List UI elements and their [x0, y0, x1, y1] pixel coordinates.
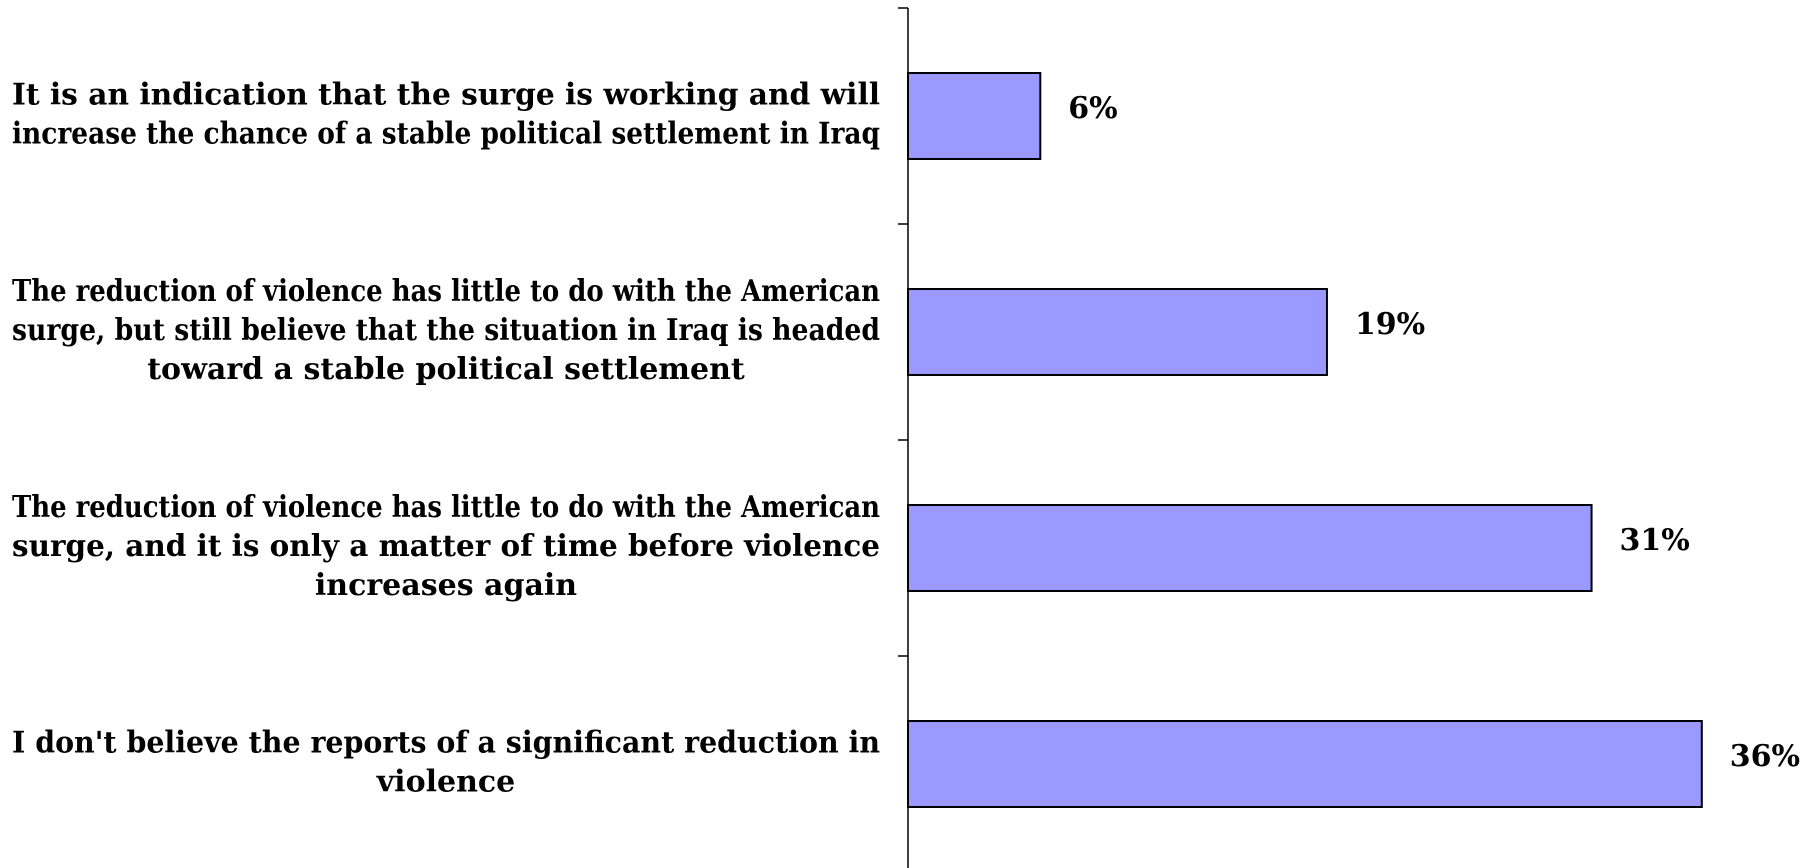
category-label-line: surge, but still believe that the situat…: [12, 313, 880, 348]
value-labels: 6% 19% 31% 36%: [1068, 91, 1800, 774]
category-label-line: The reduction of violence has little to …: [12, 274, 880, 309]
category-labels: It is an indication that the surge is wo…: [12, 78, 880, 800]
data-label: 31%: [1620, 523, 1690, 558]
category-label-line: The reduction of violence has little to …: [12, 490, 880, 525]
category-label-line: increases again: [315, 568, 577, 603]
category-axis-ticks: [898, 7, 908, 657]
category-label-line: violence: [376, 765, 516, 800]
data-label: 6%: [1068, 91, 1117, 126]
bar: [907, 504, 1593, 592]
category-label-line: I don't believe the reports of a signifi…: [12, 726, 880, 761]
category-label-line: It is an indication that the surge is wo…: [12, 78, 880, 113]
category-label-line: toward a stable political settlement: [147, 352, 745, 387]
category-label-line: surge, and it is only a matter of time b…: [12, 529, 880, 564]
data-label: 19%: [1355, 307, 1425, 342]
data-label: 36%: [1730, 739, 1800, 774]
bar: [907, 288, 1328, 376]
bar: [907, 72, 1042, 160]
category-label-line: increase the chance of a stable politica…: [12, 117, 880, 152]
bar: [907, 720, 1703, 808]
bar-series: [907, 72, 1703, 808]
